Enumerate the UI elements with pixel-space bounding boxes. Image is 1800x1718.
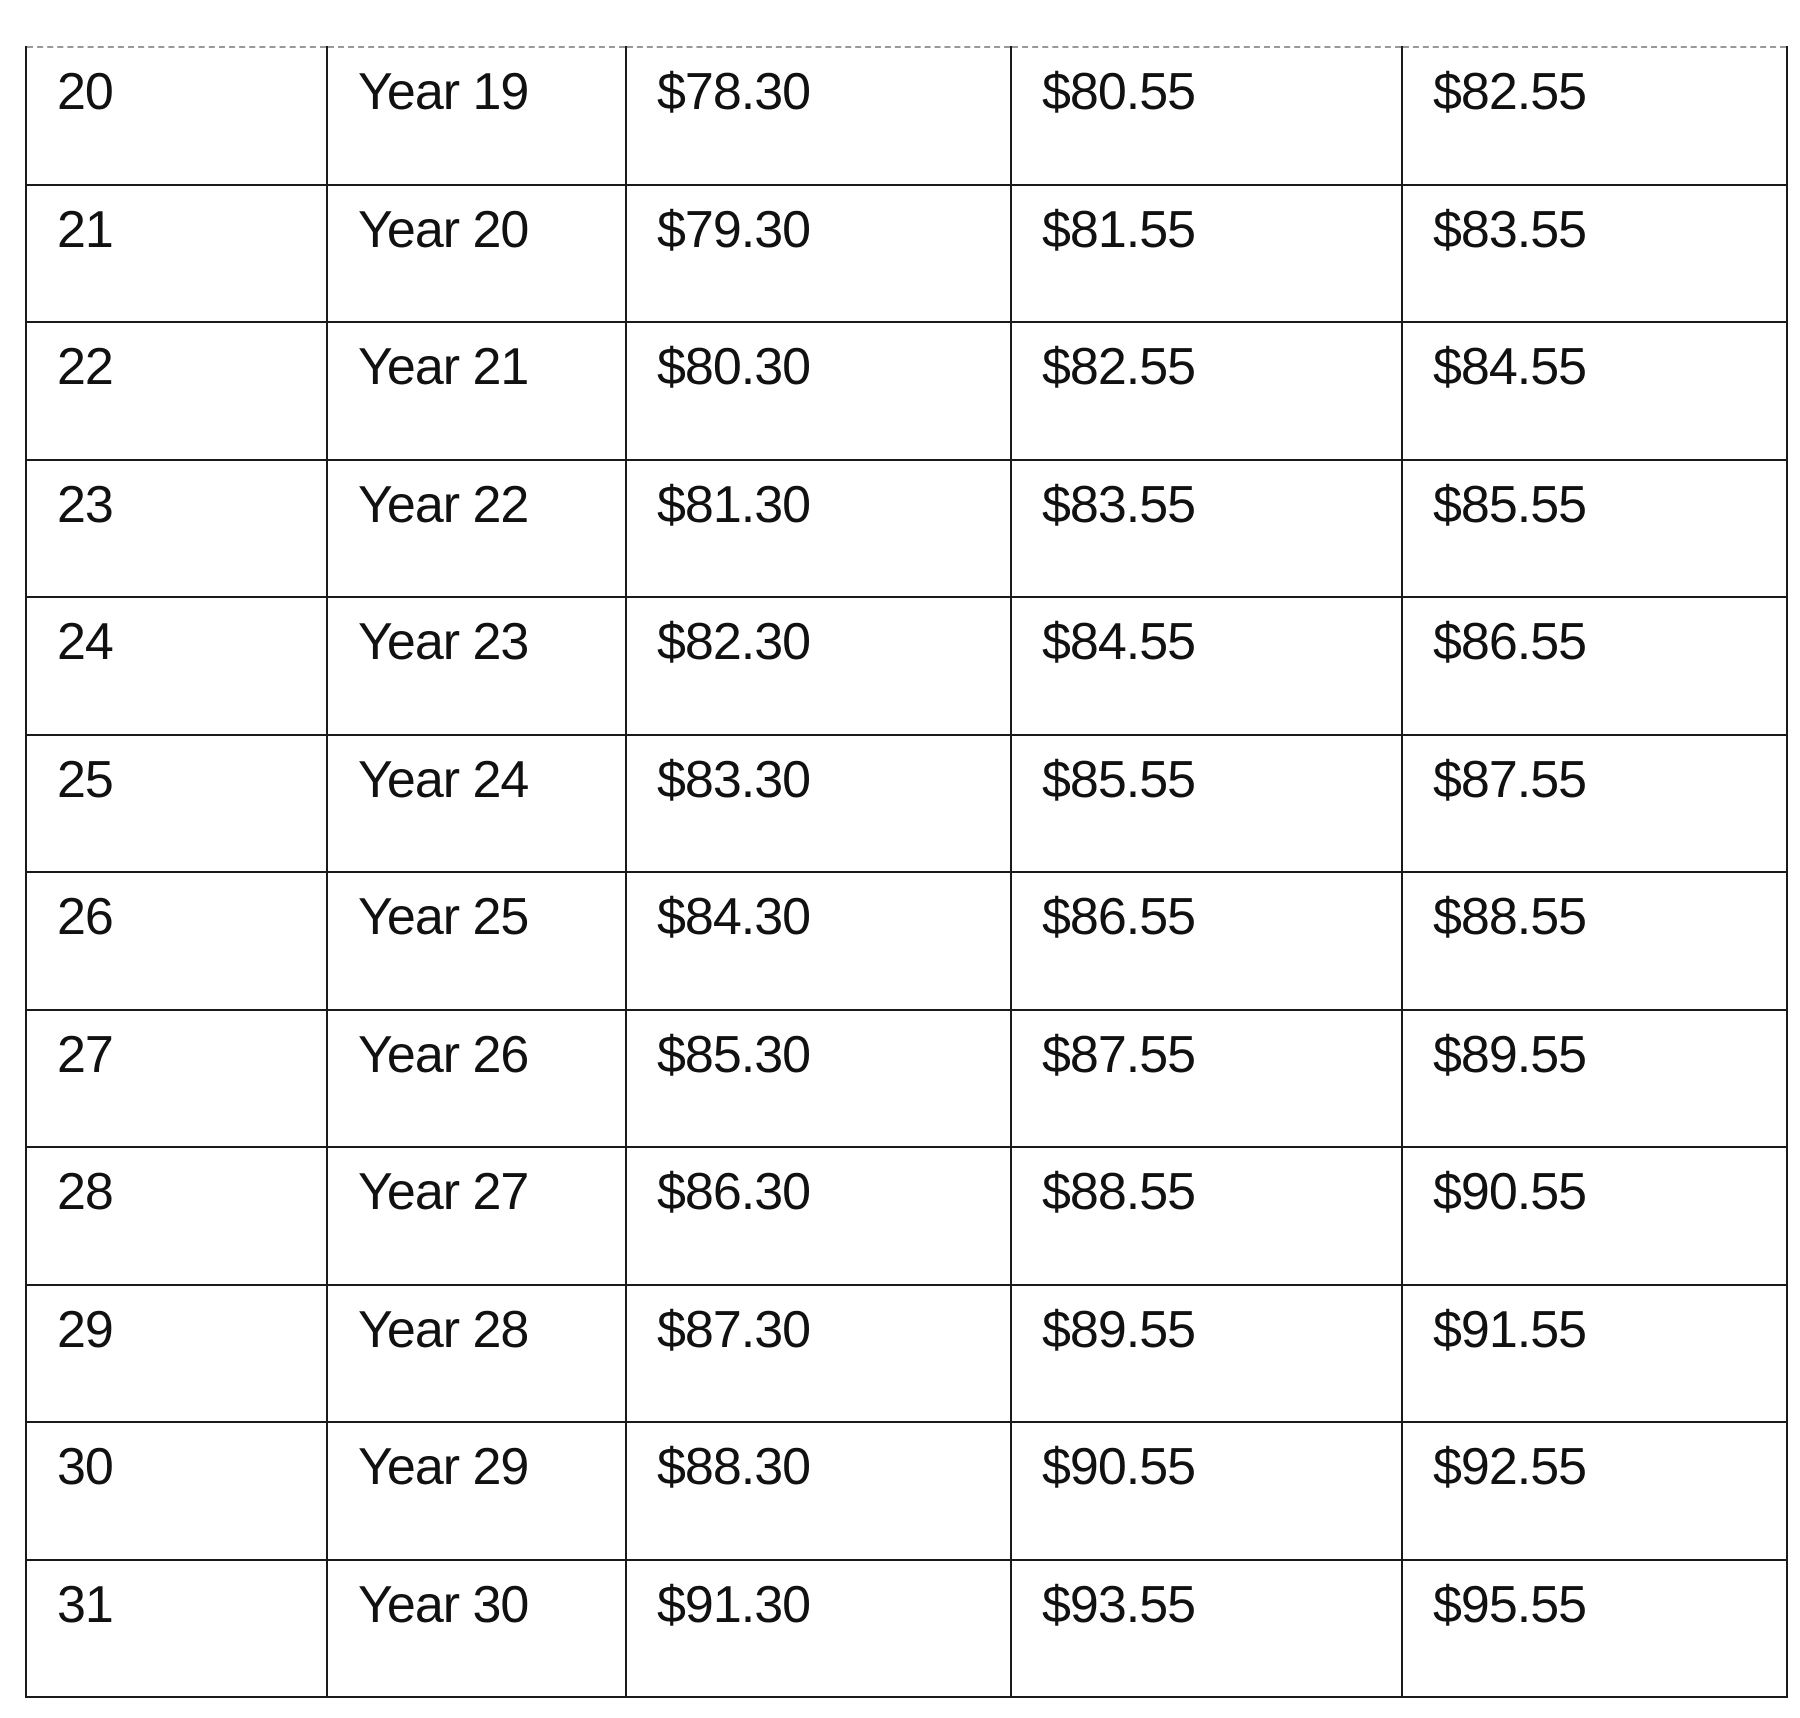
table-row: 31 Year 30 $91.30 $93.55 $95.55 <box>25 1558 1788 1698</box>
year-cell: Year 22 <box>326 458 627 598</box>
row-number-cell: 26 <box>25 871 328 1011</box>
table-row: 22 Year 21 $80.30 $82.55 $84.55 <box>25 321 1788 461</box>
value-cell-1: $84.30 <box>625 871 1012 1011</box>
table-row: 20 Year 19 $78.30 $80.55 $82.55 <box>25 46 1788 186</box>
row-number-cell: 20 <box>25 46 328 186</box>
year-cell: Year 20 <box>326 183 627 323</box>
value-cell-3: $82.55 <box>1401 46 1788 186</box>
value-cell-2: $86.55 <box>1010 871 1403 1011</box>
value-cell-2: $90.55 <box>1010 1421 1403 1561</box>
value-cell-3: $87.55 <box>1401 733 1788 873</box>
value-cell-1: $88.30 <box>625 1421 1012 1561</box>
value-cell-3: $95.55 <box>1401 1558 1788 1698</box>
year-cell: Year 25 <box>326 871 627 1011</box>
value-cell-2: $93.55 <box>1010 1558 1403 1698</box>
value-cell-1: $78.30 <box>625 46 1012 186</box>
table-body: 20 Year 19 $78.30 $80.55 $82.55 21 Year 20 $79.… <box>25 46 1788 1698</box>
value-cell-2: $83.55 <box>1010 458 1403 598</box>
value-cell-3: $91.55 <box>1401 1283 1788 1423</box>
year-cell: Year 30 <box>326 1558 627 1698</box>
year-cell: Year 29 <box>326 1421 627 1561</box>
table-row: 29 Year 28 $87.30 $89.55 $91.55 <box>25 1283 1788 1423</box>
value-cell-3: $84.55 <box>1401 321 1788 461</box>
year-cell: Year 27 <box>326 1146 627 1286</box>
value-cell-1: $87.30 <box>625 1283 1012 1423</box>
table-row: 27 Year 26 $85.30 $87.55 $89.55 <box>25 1008 1788 1148</box>
value-cell-3: $85.55 <box>1401 458 1788 598</box>
row-number-cell: 27 <box>25 1008 328 1148</box>
table-row: 26 Year 25 $84.30 $86.55 $88.55 <box>25 871 1788 1011</box>
value-cell-2: $82.55 <box>1010 321 1403 461</box>
row-number-cell: 24 <box>25 596 328 736</box>
value-cell-1: $86.30 <box>625 1146 1012 1286</box>
value-cell-2: $88.55 <box>1010 1146 1403 1286</box>
value-cell-3: $90.55 <box>1401 1146 1788 1286</box>
table-row: 23 Year 22 $81.30 $83.55 $85.55 <box>25 458 1788 598</box>
row-number-cell: 25 <box>25 733 328 873</box>
value-cell-2: $80.55 <box>1010 46 1403 186</box>
value-cell-3: $89.55 <box>1401 1008 1788 1148</box>
year-cell: Year 23 <box>326 596 627 736</box>
table-row: 25 Year 24 $83.30 $85.55 $87.55 <box>25 733 1788 873</box>
year-cell: Year 26 <box>326 1008 627 1148</box>
year-cell: Year 21 <box>326 321 627 461</box>
rate-table: 20 Year 19 $78.30 $80.55 $82.55 21 Year 20 $79.… <box>25 46 1788 1698</box>
table-row: 28 Year 27 $86.30 $88.55 $90.55 <box>25 1146 1788 1286</box>
value-cell-1: $80.30 <box>625 321 1012 461</box>
value-cell-2: $85.55 <box>1010 733 1403 873</box>
value-cell-1: $85.30 <box>625 1008 1012 1148</box>
year-cell: Year 28 <box>326 1283 627 1423</box>
value-cell-1: $82.30 <box>625 596 1012 736</box>
table-row: 24 Year 23 $82.30 $84.55 $86.55 <box>25 596 1788 736</box>
value-cell-3: $83.55 <box>1401 183 1788 323</box>
table-row: 21 Year 20 $79.30 $81.55 $83.55 <box>25 183 1788 323</box>
row-number-cell: 30 <box>25 1421 328 1561</box>
table-row: 30 Year 29 $88.30 $90.55 $92.55 <box>25 1421 1788 1561</box>
value-cell-1: $91.30 <box>625 1558 1012 1698</box>
row-number-cell: 23 <box>25 458 328 598</box>
row-number-cell: 31 <box>25 1558 328 1698</box>
value-cell-3: $88.55 <box>1401 871 1788 1011</box>
value-cell-1: $79.30 <box>625 183 1012 323</box>
year-cell: Year 24 <box>326 733 627 873</box>
value-cell-2: $81.55 <box>1010 183 1403 323</box>
row-number-cell: 28 <box>25 1146 328 1286</box>
value-cell-1: $83.30 <box>625 733 1012 873</box>
value-cell-3: $86.55 <box>1401 596 1788 736</box>
value-cell-2: $84.55 <box>1010 596 1403 736</box>
value-cell-1: $81.30 <box>625 458 1012 598</box>
value-cell-3: $92.55 <box>1401 1421 1788 1561</box>
value-cell-2: $89.55 <box>1010 1283 1403 1423</box>
row-number-cell: 22 <box>25 321 328 461</box>
row-number-cell: 21 <box>25 183 328 323</box>
value-cell-2: $87.55 <box>1010 1008 1403 1148</box>
year-cell: Year 19 <box>326 46 627 186</box>
row-number-cell: 29 <box>25 1283 328 1423</box>
